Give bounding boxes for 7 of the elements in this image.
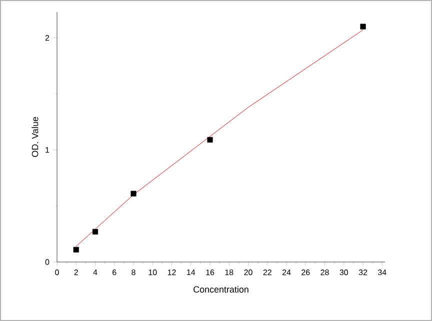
point xyxy=(92,228,98,235)
y-axis-title: OD. Value xyxy=(32,117,38,157)
point xyxy=(73,246,79,252)
point xyxy=(130,190,136,196)
x-axis-title: Concentration xyxy=(194,286,248,293)
point xyxy=(360,24,366,30)
point xyxy=(207,137,213,143)
